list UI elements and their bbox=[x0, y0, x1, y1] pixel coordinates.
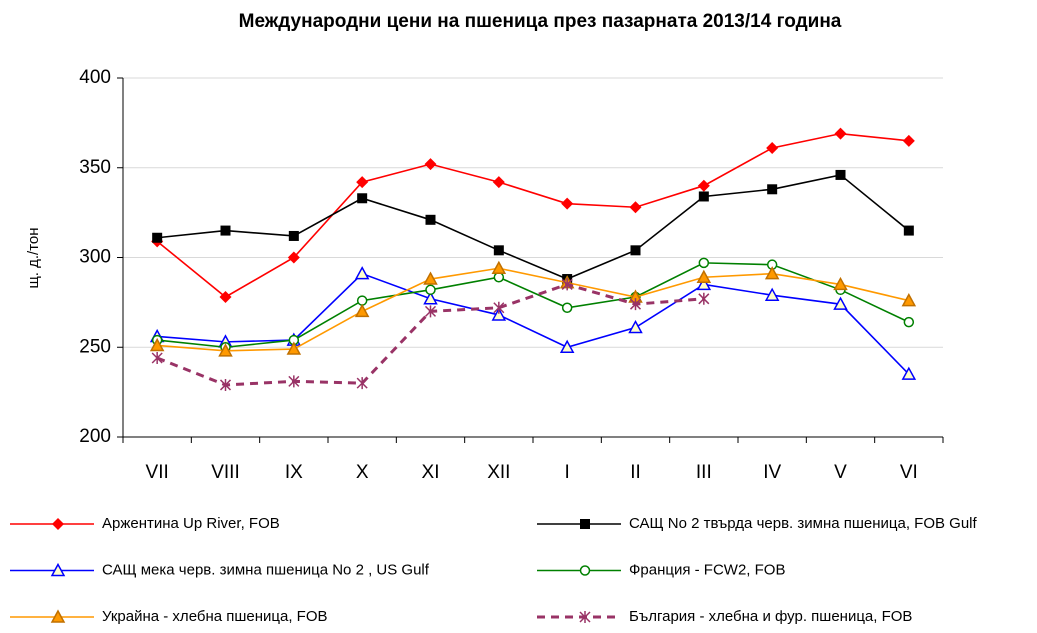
marker bbox=[698, 257, 710, 269]
marker bbox=[288, 375, 300, 388]
marker bbox=[424, 305, 437, 318]
marker bbox=[493, 245, 504, 256]
y-tick-label: 250 bbox=[79, 336, 111, 357]
marker bbox=[580, 519, 590, 529]
marker bbox=[423, 271, 438, 285]
x-tick-label: IV bbox=[763, 462, 781, 483]
marker bbox=[903, 316, 915, 328]
series-line bbox=[157, 272, 910, 375]
legend-label: Аржентина Up River, FOB bbox=[102, 515, 280, 532]
marker bbox=[835, 169, 846, 180]
y-tick-label: 350 bbox=[79, 157, 111, 178]
x-tick-label: III bbox=[696, 462, 712, 483]
marker bbox=[149, 337, 165, 352]
x-tick-label: XII bbox=[487, 462, 510, 483]
marker bbox=[579, 611, 591, 623]
chart-title: Международни цени на пшеница през пазарн… bbox=[239, 11, 842, 32]
marker bbox=[764, 287, 780, 301]
marker bbox=[491, 307, 507, 321]
marker bbox=[219, 378, 232, 391]
marker bbox=[764, 266, 780, 280]
marker bbox=[766, 142, 779, 155]
marker bbox=[357, 193, 368, 204]
marker bbox=[697, 179, 710, 192]
marker bbox=[288, 230, 299, 241]
marker bbox=[561, 197, 574, 210]
legend-label: САЩ мека черв. зимна пшеница No 2 , US G… bbox=[102, 561, 430, 578]
marker bbox=[903, 225, 914, 236]
series-line bbox=[157, 262, 910, 349]
marker bbox=[354, 303, 370, 318]
series-line bbox=[157, 174, 910, 280]
marker bbox=[492, 176, 505, 189]
marker bbox=[425, 214, 436, 225]
legend-label: Франция - FCW2, FOB bbox=[629, 561, 785, 578]
marker bbox=[629, 298, 642, 311]
y-axis-label: щ. д./тон bbox=[25, 227, 42, 288]
marker bbox=[834, 127, 847, 140]
marker bbox=[630, 245, 641, 256]
legend-label: Украйна - хлебна пшеница, FOB bbox=[102, 608, 328, 625]
legend-label: САЩ No 2 твърда черв. зимна пшеница, FOB… bbox=[629, 515, 978, 532]
x-tick-label: IX bbox=[285, 462, 303, 483]
x-tick-label: V bbox=[834, 462, 847, 483]
marker bbox=[356, 295, 368, 306]
marker bbox=[767, 184, 778, 195]
marker bbox=[902, 134, 915, 147]
marker bbox=[50, 609, 66, 623]
marker bbox=[286, 341, 302, 355]
marker bbox=[493, 271, 505, 283]
marker bbox=[561, 302, 573, 314]
marker bbox=[425, 284, 436, 296]
series-line bbox=[157, 267, 910, 352]
marker bbox=[356, 377, 368, 390]
marker bbox=[901, 293, 917, 307]
x-tick-label: X bbox=[356, 462, 369, 483]
x-tick-label: VII bbox=[146, 462, 169, 483]
x-tick-label: VIII bbox=[211, 462, 240, 483]
marker bbox=[696, 269, 712, 283]
marker bbox=[833, 276, 848, 291]
marker bbox=[833, 296, 848, 310]
marker bbox=[424, 158, 437, 171]
x-tick-label: VI bbox=[900, 462, 918, 483]
marker bbox=[698, 292, 710, 305]
marker bbox=[423, 291, 438, 305]
marker bbox=[354, 266, 370, 280]
y-tick-label: 400 bbox=[79, 67, 111, 88]
marker bbox=[628, 319, 643, 334]
marker bbox=[698, 191, 709, 202]
marker bbox=[52, 518, 64, 530]
marker bbox=[561, 278, 573, 291]
x-tick-label: XI bbox=[422, 462, 440, 483]
legend-label: България - хлебна и фур. пшеница, FOB bbox=[629, 608, 912, 625]
marker bbox=[493, 301, 505, 314]
y-tick-label: 200 bbox=[79, 426, 111, 447]
x-tick-label: I bbox=[565, 462, 570, 483]
marker bbox=[901, 366, 917, 380]
marker bbox=[696, 276, 712, 291]
marker bbox=[219, 290, 232, 303]
marker bbox=[50, 562, 66, 577]
marker bbox=[152, 232, 163, 243]
x-tick-label: II bbox=[630, 462, 641, 483]
marker bbox=[287, 251, 300, 264]
marker bbox=[151, 352, 163, 365]
marker bbox=[218, 343, 233, 357]
marker bbox=[491, 260, 507, 275]
marker bbox=[356, 176, 369, 189]
series-line bbox=[156, 132, 909, 298]
marker bbox=[629, 201, 642, 214]
marker bbox=[559, 339, 575, 353]
marker bbox=[579, 565, 591, 576]
y-tick-label: 300 bbox=[79, 247, 111, 268]
marker bbox=[220, 225, 231, 236]
